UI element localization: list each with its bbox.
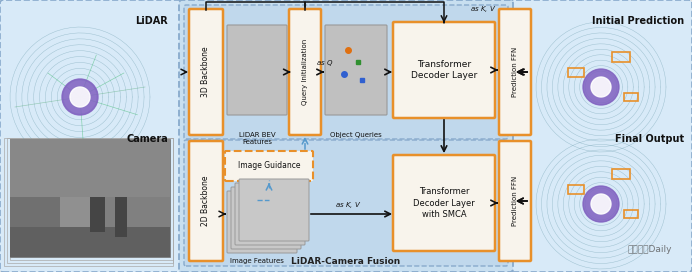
Text: LiDAR-Camera Fusion: LiDAR-Camera Fusion — [291, 257, 401, 266]
Circle shape — [583, 186, 619, 222]
Bar — [4, 138, 173, 266]
FancyBboxPatch shape — [189, 141, 223, 261]
Text: Prediction FFN: Prediction FFN — [512, 176, 518, 226]
FancyBboxPatch shape — [235, 183, 305, 245]
Text: Camera: Camera — [126, 134, 168, 144]
Text: 自动驾驶Daily: 自动驾驶Daily — [628, 245, 672, 254]
Bar — [10, 138, 173, 260]
Circle shape — [70, 87, 90, 107]
Bar — [7, 138, 173, 263]
Text: as $K$, $V$: as $K$, $V$ — [335, 200, 361, 210]
Text: Transformer
Decoder Layer: Transformer Decoder Layer — [411, 60, 477, 81]
FancyBboxPatch shape — [0, 0, 182, 272]
Text: Image Guidance: Image Guidance — [238, 162, 300, 171]
Circle shape — [62, 79, 98, 115]
Text: 2D Backbone: 2D Backbone — [201, 176, 210, 226]
FancyBboxPatch shape — [499, 9, 531, 135]
FancyBboxPatch shape — [231, 187, 301, 249]
FancyBboxPatch shape — [179, 0, 513, 272]
Text: as $K$, $V$: as $K$, $V$ — [470, 4, 496, 14]
Circle shape — [583, 69, 619, 105]
Text: 3D Backbone: 3D Backbone — [201, 47, 210, 97]
Text: Query Initialization: Query Initialization — [302, 39, 308, 105]
FancyBboxPatch shape — [239, 179, 309, 241]
FancyBboxPatch shape — [189, 9, 223, 135]
Bar — [10, 139, 170, 197]
FancyBboxPatch shape — [227, 191, 297, 253]
Text: LiDAR BEV
Features: LiDAR BEV Features — [239, 132, 275, 146]
FancyBboxPatch shape — [184, 5, 508, 139]
Bar — [10, 197, 60, 257]
Text: Transformer
Decoder Layer
with SMCA: Transformer Decoder Layer with SMCA — [413, 187, 475, 219]
FancyBboxPatch shape — [393, 155, 495, 251]
Text: Image Features: Image Features — [230, 258, 284, 264]
Text: Initial Prediction: Initial Prediction — [592, 16, 684, 26]
Bar — [10, 139, 170, 257]
FancyBboxPatch shape — [393, 22, 495, 118]
FancyBboxPatch shape — [289, 9, 321, 135]
FancyBboxPatch shape — [184, 140, 508, 266]
Circle shape — [591, 194, 611, 214]
Text: LiDAR: LiDAR — [135, 16, 168, 26]
FancyBboxPatch shape — [227, 25, 287, 115]
Text: Prediction FFN: Prediction FFN — [512, 47, 518, 97]
FancyBboxPatch shape — [510, 0, 692, 272]
Bar — [10, 227, 170, 257]
FancyBboxPatch shape — [499, 141, 531, 261]
Text: Object Queries: Object Queries — [330, 132, 382, 138]
Bar — [115, 197, 127, 237]
Bar — [90, 197, 105, 232]
Text: Final Output: Final Output — [615, 134, 684, 144]
Text: as $Q$: as $Q$ — [316, 58, 334, 68]
Bar — [100, 197, 170, 257]
FancyBboxPatch shape — [225, 151, 313, 181]
FancyBboxPatch shape — [325, 25, 387, 115]
Circle shape — [591, 77, 611, 97]
Bar — [60, 197, 100, 247]
